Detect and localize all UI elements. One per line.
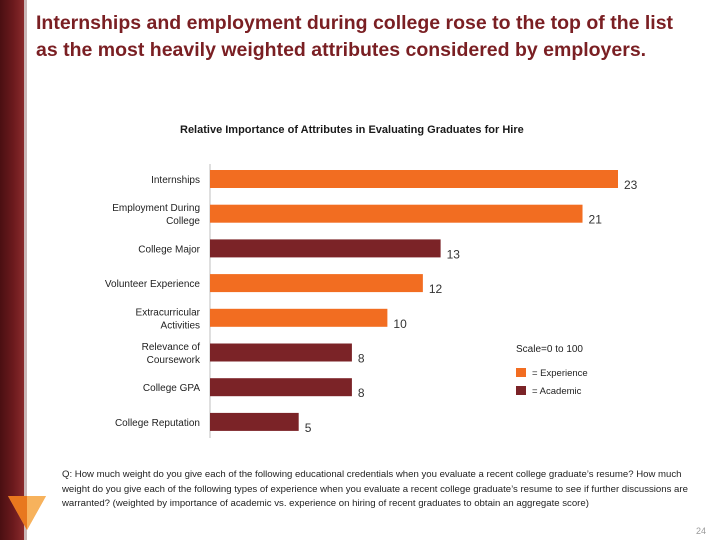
left-accent-edge <box>24 0 27 540</box>
category-label: Activities <box>161 320 200 331</box>
category-label: Employment During <box>112 203 200 214</box>
category-label: Internships <box>151 175 200 186</box>
chart-title: Relative Importance of Attributes in Eva… <box>180 124 524 136</box>
legend-swatch <box>516 368 526 377</box>
data-label: 5 <box>305 421 312 435</box>
category-label: Volunteer Experience <box>105 279 201 290</box>
category-label: College Major <box>138 244 200 255</box>
legend-swatch <box>516 386 526 395</box>
data-label: 23 <box>624 178 638 192</box>
legend-label: = Experience <box>532 368 588 379</box>
data-label: 8 <box>358 352 365 366</box>
category-label: Extracurricular <box>136 307 201 318</box>
bar <box>210 308 388 327</box>
data-label: 8 <box>358 386 365 400</box>
slide-title: Internships and employment during colleg… <box>36 12 674 61</box>
page-number: 24 <box>695 526 706 536</box>
data-label: 10 <box>393 317 407 331</box>
data-label: 13 <box>447 247 461 261</box>
category-label: College GPA <box>143 383 200 394</box>
data-label: 21 <box>589 213 603 227</box>
bar <box>210 170 618 188</box>
survey-question: Q: How much weight do you give each of t… <box>62 469 688 509</box>
category-label: College Reputation <box>115 418 200 429</box>
data-label: 12 <box>429 282 443 296</box>
bar <box>210 343 352 362</box>
bar <box>210 239 441 258</box>
scale-note: Scale=0 to 100 <box>516 344 583 355</box>
logo-icon <box>8 496 46 530</box>
bar <box>210 412 299 431</box>
category-label: College <box>166 216 200 227</box>
legend-label: = Academic <box>532 386 582 397</box>
category-label: Coursework <box>147 355 201 366</box>
bar <box>210 378 352 397</box>
bar <box>210 274 423 293</box>
left-accent-bar <box>0 0 24 540</box>
bar <box>210 204 583 223</box>
category-label: Relevance of <box>142 342 201 353</box>
